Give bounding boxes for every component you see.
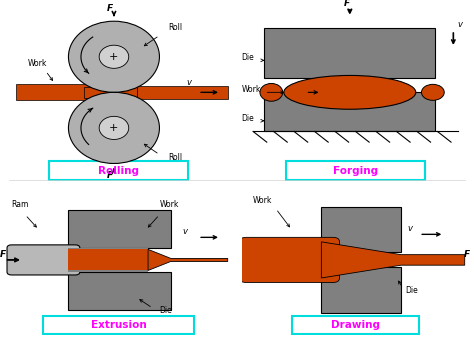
Text: Die: Die (406, 286, 418, 295)
Polygon shape (321, 242, 465, 278)
Bar (68, 210, 171, 248)
Text: +: + (109, 52, 118, 62)
Text: F: F (107, 3, 113, 13)
Ellipse shape (260, 83, 283, 101)
FancyBboxPatch shape (239, 237, 339, 282)
Text: v: v (182, 227, 187, 236)
Text: F: F (0, 250, 6, 259)
FancyBboxPatch shape (44, 316, 193, 334)
FancyBboxPatch shape (286, 161, 425, 180)
Text: Roll: Roll (169, 153, 182, 162)
Polygon shape (321, 207, 401, 252)
Bar (68, 248, 148, 249)
Circle shape (68, 21, 159, 92)
Bar (264, 28, 435, 78)
Ellipse shape (284, 76, 416, 109)
Bar (264, 92, 435, 131)
Text: Forging: Forging (333, 166, 378, 175)
FancyBboxPatch shape (292, 316, 419, 334)
FancyBboxPatch shape (49, 161, 188, 180)
Text: Work: Work (242, 86, 261, 94)
Ellipse shape (421, 84, 444, 100)
Text: Work: Work (253, 196, 273, 205)
Circle shape (99, 45, 129, 68)
Text: Ram: Ram (11, 200, 29, 209)
Text: F: F (107, 171, 113, 180)
Text: Roll: Roll (169, 23, 182, 32)
Text: v: v (408, 224, 413, 233)
Text: Work: Work (27, 59, 47, 68)
Text: Die: Die (159, 306, 172, 315)
Text: Work: Work (159, 200, 179, 209)
Bar (68, 249, 148, 271)
Text: Die: Die (242, 53, 255, 62)
Polygon shape (321, 267, 401, 313)
Text: F: F (344, 0, 350, 8)
Polygon shape (148, 249, 228, 271)
Text: F: F (464, 250, 470, 259)
Text: Extrusion: Extrusion (91, 320, 146, 330)
Text: Drawing: Drawing (331, 320, 380, 330)
Bar (137, 86, 228, 98)
Bar (68, 272, 171, 310)
FancyBboxPatch shape (7, 245, 80, 275)
Text: +: + (109, 123, 118, 133)
Text: Die: Die (242, 114, 255, 123)
Circle shape (68, 92, 159, 163)
Bar (16, 84, 96, 100)
Text: Rolling: Rolling (98, 166, 139, 175)
Circle shape (99, 116, 129, 140)
Bar (84, 87, 137, 98)
Text: v: v (458, 19, 463, 28)
Bar (68, 271, 148, 272)
Text: v: v (187, 78, 192, 87)
